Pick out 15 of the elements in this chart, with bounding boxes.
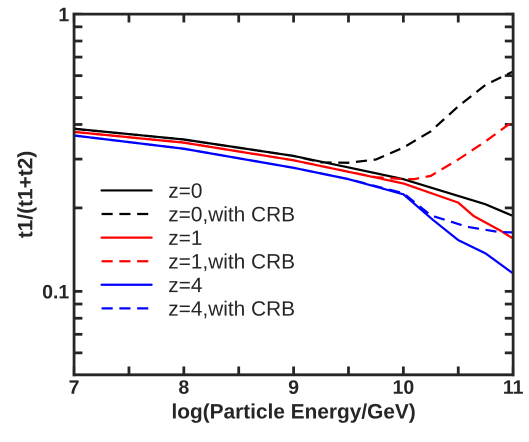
y-axis-title: t1/(t1+t2)	[17, 152, 37, 238]
y-tick-label: 0.1	[42, 284, 69, 299]
x-axis-title: log(Particle Energy/GeV)	[172, 403, 415, 423]
legend-label: z=4,with CRB	[169, 300, 294, 318]
legend-label: z=1	[169, 230, 202, 245]
x-tick-label: 7	[69, 380, 79, 394]
x-tick-label: 10	[394, 380, 414, 394]
x-tick-label: 11	[504, 380, 523, 394]
y-tick-label: 1	[60, 8, 69, 22]
legend-label: z=1,with CRB	[169, 253, 294, 272]
legend-label: z=4	[169, 278, 202, 292]
legend-label: z=0	[169, 183, 202, 198]
x-tick-label: 9	[288, 380, 298, 394]
legend-label: z=0,with CRB	[169, 206, 294, 224]
x-tick-label: 8	[179, 380, 189, 394]
